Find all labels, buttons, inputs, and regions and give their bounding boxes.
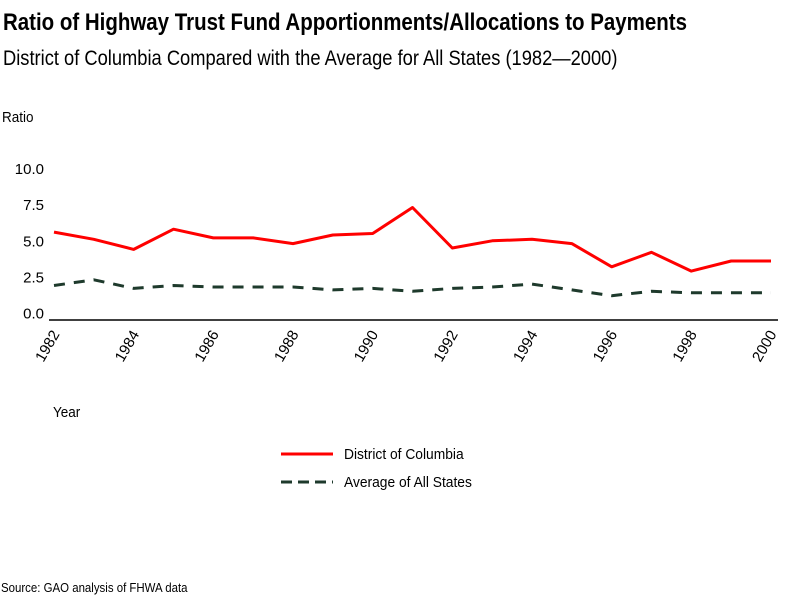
series-line-district-of-columbia <box>53 206 771 273</box>
x-tick-label: 1984 <box>112 328 143 365</box>
series-lines <box>53 206 771 298</box>
x-tick-label: 1994 <box>510 328 541 365</box>
x-axis-label: Year <box>53 404 81 421</box>
x-tick-label: 1982 <box>32 328 63 365</box>
y-tick-label: 2.5 <box>23 269 44 286</box>
chart-title: Ratio of Highway Trust Fund Apportionmen… <box>3 9 687 36</box>
x-tick-label: 1996 <box>590 328 621 365</box>
x-tick-label: 1992 <box>430 328 461 365</box>
legend <box>281 452 333 484</box>
y-tick-label: 0.0 <box>23 306 44 323</box>
legend-label-dc: District of Columbia <box>344 446 464 463</box>
y-tick-label: 10.0 <box>15 161 44 178</box>
series-line-average-all-states <box>53 278 771 298</box>
x-tick-label: 2000 <box>749 328 780 365</box>
x-tick-label: 1988 <box>271 328 302 365</box>
y-axis-ticks: 0.0 2.5 5.0 7.5 10.0 <box>15 161 44 323</box>
x-tick-label: 1986 <box>191 328 222 365</box>
y-tick-label: 7.5 <box>23 197 44 214</box>
y-axis-label: Ratio <box>2 109 34 126</box>
source-note: Source: GAO analysis of FHWA data <box>1 580 188 595</box>
x-tick-label: 1998 <box>669 328 700 365</box>
y-tick-label: 5.0 <box>23 233 44 250</box>
chart-subtitle: District of Columbia Compared with the A… <box>3 47 618 70</box>
x-axis-ticks: 1982 1984 1986 1988 1990 1992 1994 1996 1998 2000 <box>32 328 780 365</box>
legend-label-average: Average of All States <box>344 474 472 491</box>
x-tick-label: 1990 <box>351 328 382 365</box>
